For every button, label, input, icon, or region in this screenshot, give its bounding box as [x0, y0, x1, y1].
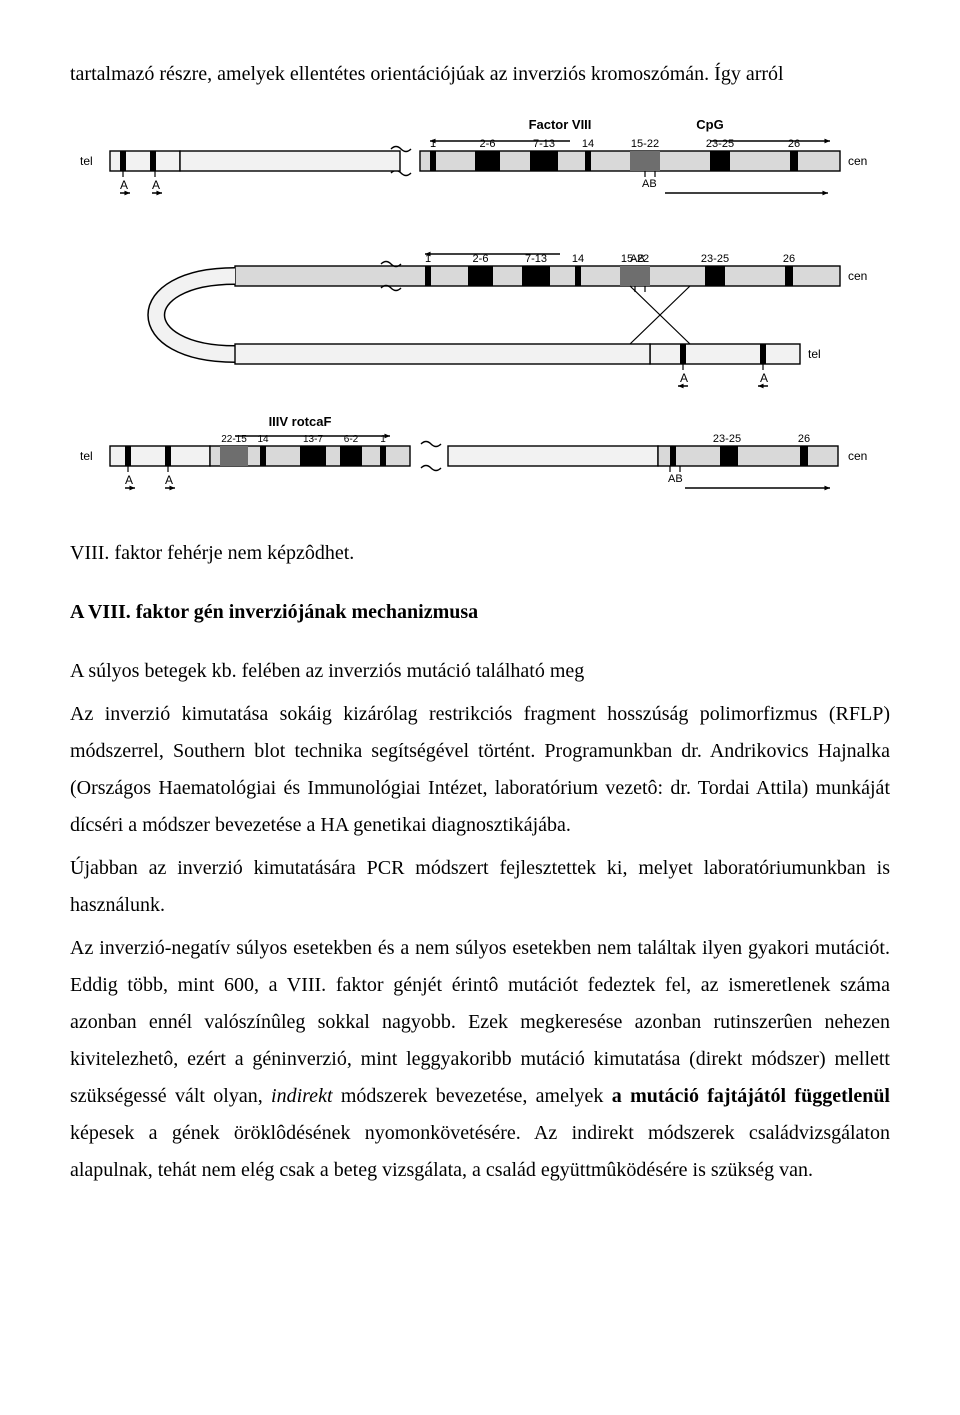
paragraph-2-italic: indirekt	[271, 1085, 332, 1107]
svg-text:A: A	[680, 371, 688, 385]
paragraph-2: Az inverzió-negatív súlyos esetekben és …	[70, 930, 890, 1189]
intro-line: tartalmazó részre, amelyek ellentétes or…	[70, 56, 890, 93]
svg-text:23-25: 23-25	[713, 433, 741, 445]
svg-text:23-25: 23-25	[706, 138, 734, 150]
svg-text:2-6: 2-6	[480, 138, 496, 150]
svg-text:cen: cen	[848, 449, 867, 463]
section-title: A VIII. faktor gén inverziójának mechani…	[70, 594, 890, 631]
paragraph-2a: Az inverzió-negatív súlyos esetekben és …	[70, 937, 890, 1107]
svg-text:A: A	[120, 178, 128, 192]
svg-text:14: 14	[572, 253, 584, 265]
figure-factor-viii-inversion: tel A A Factor VIII CpG 1 2-6 7-13 14 15-22 23-25 2…	[70, 101, 890, 531]
svg-text:1: 1	[430, 138, 436, 150]
paragraph-1b: Az inverzió kimutatása sokáig kizárólag …	[70, 696, 890, 844]
svg-text:23-25: 23-25	[701, 253, 729, 265]
svg-text:tel: tel	[80, 154, 93, 168]
svg-text:7-13: 7-13	[525, 253, 547, 265]
svg-text:tel: tel	[808, 347, 821, 361]
paragraph-2b: módszerek bevezetése, amelyek	[333, 1085, 612, 1107]
svg-text:14: 14	[582, 138, 594, 150]
paragraph-2-bold: a mutáció fajtájától függetlenül	[612, 1085, 890, 1107]
svg-text:26: 26	[788, 138, 800, 150]
svg-text:AB: AB	[630, 253, 645, 265]
svg-text:IIIV rotcaF: IIIV rotcaF	[269, 414, 332, 429]
svg-text:AB: AB	[668, 473, 683, 485]
svg-text:A: A	[165, 473, 173, 487]
svg-text:26: 26	[798, 433, 810, 445]
paragraph-2c: képesek a gének öröklôdésének nyomonköve…	[70, 1122, 890, 1181]
svg-text:7-13: 7-13	[533, 138, 555, 150]
paragraph-1c: Újabban az inverzió kimutatására PCR mód…	[70, 850, 890, 924]
svg-text:26: 26	[783, 253, 795, 265]
paragraph-1a: A súlyos betegek kb. felében az inverzió…	[70, 653, 890, 690]
svg-text:tel: tel	[80, 449, 93, 463]
svg-text:A: A	[125, 473, 133, 487]
post-figure-line: VIII. faktor fehérje nem képzôdhet.	[70, 535, 890, 572]
svg-text:CpG: CpG	[696, 117, 723, 132]
svg-text:AB: AB	[642, 178, 657, 190]
svg-text:cen: cen	[848, 154, 867, 168]
svg-text:Factor VIII: Factor VIII	[529, 117, 592, 132]
svg-text:2-6: 2-6	[473, 253, 489, 265]
svg-text:A: A	[152, 178, 160, 192]
svg-text:15-22: 15-22	[631, 138, 659, 150]
svg-text:A: A	[760, 371, 768, 385]
svg-text:cen: cen	[848, 269, 867, 283]
